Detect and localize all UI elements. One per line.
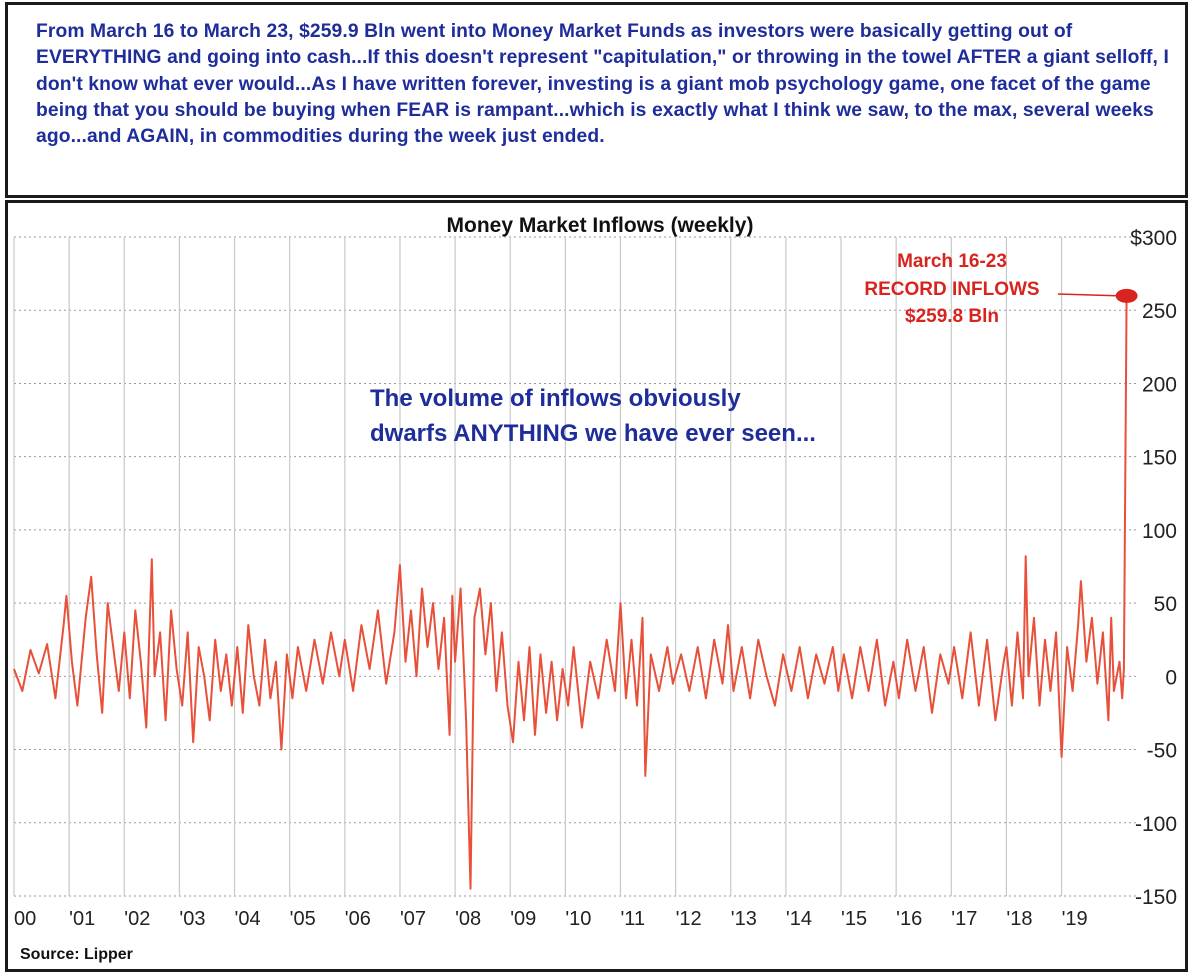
x-tick-label-4: '04 <box>235 908 261 930</box>
y-axis-ticks: $300 250 200 150 100 50 0 -50 -100 -150 <box>1130 227 1177 909</box>
x-tick-label-12: '12 <box>676 908 702 930</box>
x-tick-label-7: '07 <box>400 908 426 930</box>
record-annotation-line-0: March 16-23 <box>897 251 1007 272</box>
y-tick-label-1: 250 <box>1142 300 1177 323</box>
volume-annotation-line-1: dwarfs ANYTHING we have ever seen... <box>370 420 816 447</box>
record-connector-line <box>1057 293 1121 297</box>
x-tick-label-16: '16 <box>896 908 922 930</box>
x-tick-label-3: '03 <box>179 908 205 930</box>
y-tick-label-6: 0 <box>1165 666 1177 689</box>
x-tick-label-2: '02 <box>124 908 150 930</box>
x-tick-label-11: '11 <box>620 908 645 930</box>
x-tick-label-17: '17 <box>951 908 977 930</box>
commentary-box: From March 16 to March 23, $259.9 Bln we… <box>5 2 1188 198</box>
x-tick-label-19: '19 <box>1062 908 1088 930</box>
x-tick-label-1: '01 <box>69 908 95 930</box>
source-label: Source: Lipper <box>20 946 133 963</box>
money-market-inflows-chart: Money Market Inflows (weekly) $300 250 200… <box>13 214 1177 963</box>
x-tick-label-14: '14 <box>786 908 812 930</box>
x-tick-label-13: '13 <box>731 908 757 930</box>
chart-title: Money Market Inflows (weekly) <box>447 214 754 237</box>
chart-frame: Money Market Inflows (weekly) $300 250 200… <box>5 200 1188 972</box>
y-tick-label-2: 200 <box>1142 373 1177 396</box>
grid-lines <box>13 236 1136 897</box>
x-tick-label-10: '10 <box>565 908 591 930</box>
x-tick-label-18: '18 <box>1006 908 1032 930</box>
series-line-0 <box>13 295 1128 890</box>
y-tick-label-5: 50 <box>1154 593 1177 616</box>
commentary-text: From March 16 to March 23, $259.9 Bln we… <box>36 21 1169 148</box>
y-tick-label-9: -150 <box>1135 886 1177 909</box>
y-tick-label-4: 100 <box>1142 520 1177 543</box>
x-tick-label-6: '06 <box>345 908 371 930</box>
volume-annotation-line-0: The volume of inflows obviously <box>370 385 741 412</box>
x-tick-label-15: '15 <box>841 908 867 930</box>
y-tick-label-3: 150 <box>1142 447 1177 470</box>
record-annotation-line-1: RECORD INFLOWS <box>864 279 1039 300</box>
x-tick-label-0: 00 <box>14 908 36 930</box>
x-tick-label-5: '05 <box>290 908 316 930</box>
record-point-marker <box>1115 288 1138 303</box>
x-tick-label-8: '08 <box>455 908 481 930</box>
y-tick-label-8: -100 <box>1135 813 1177 836</box>
annotations: March 16-23 RECORD INFLOWS $259.8 Bln The v… <box>370 251 1138 447</box>
x-axis-ticks: 00 '01 '02 '03 '04 '05 '06 '07 '08 '09 '10 '11 '12 '1… <box>14 908 1088 930</box>
y-tick-label-7: -50 <box>1147 740 1177 763</box>
x-tick-label-9: '09 <box>510 908 536 930</box>
y-tick-label-0: $300 <box>1130 227 1177 250</box>
series-layer <box>13 295 1128 890</box>
record-annotation-line-2: $259.8 Bln <box>905 306 999 327</box>
